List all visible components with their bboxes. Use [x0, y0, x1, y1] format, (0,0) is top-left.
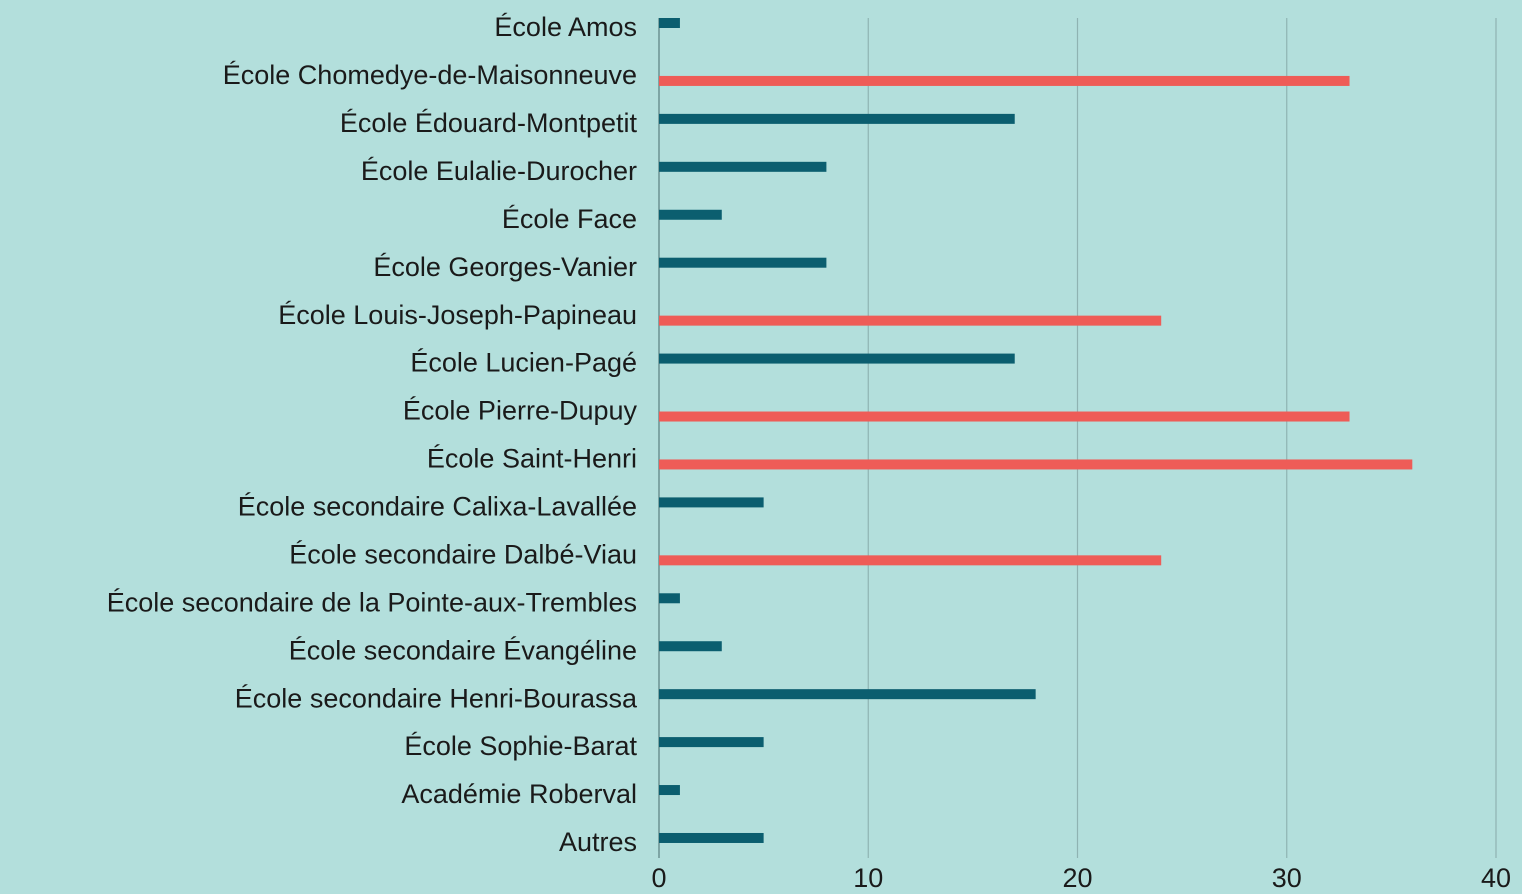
y-tick-label: École Face: [502, 204, 637, 234]
bar: [659, 832, 764, 843]
y-tick-label: École Sophie-Barat: [404, 731, 637, 761]
bar: [659, 209, 722, 220]
y-tick-label: École secondaire Calixa-Lavallée: [238, 492, 637, 522]
y-tick-label: École Eulalie-Durocher: [361, 156, 637, 186]
y-tick-label: École Louis-Joseph-Papineau: [278, 300, 637, 330]
bar: [659, 555, 1162, 566]
y-tick-label: École Saint-Henri: [427, 444, 637, 474]
y-tick-label: École secondaire Henri-Bourassa: [235, 683, 638, 713]
y-tick-label: École secondaire Dalbé-Viau: [289, 539, 637, 569]
y-tick-label: Académie Roberval: [401, 779, 637, 809]
x-tick-label: 0: [651, 863, 666, 893]
bar: [659, 737, 764, 748]
y-tick-label: École Chomedye-de-Maisonneuve: [223, 60, 637, 90]
bar: [659, 641, 722, 652]
y-tick-label: École Lucien-Pagé: [410, 348, 637, 378]
x-tick-label: 30: [1272, 863, 1302, 893]
bar: [659, 353, 1015, 364]
bar: [659, 593, 680, 604]
bar: [659, 315, 1162, 326]
bar: [659, 689, 1036, 700]
y-tick-label: École secondaire de la Pointe-aux-Trembl…: [107, 587, 637, 617]
y-tick-label: Autres: [559, 827, 637, 857]
y-tick-label: École Pierre-Dupuy: [403, 396, 638, 426]
bar: [659, 18, 680, 28]
y-tick-label: École secondaire Évangéline: [289, 635, 637, 665]
bar: [659, 459, 1413, 470]
bar: [659, 75, 1350, 86]
y-tick-label: École Amos: [494, 12, 637, 42]
bar: [659, 411, 1350, 422]
bar: [659, 113, 1015, 124]
bar: [659, 161, 827, 172]
x-tick-label: 40: [1481, 863, 1511, 893]
y-tick-label: École Georges-Vanier: [373, 252, 637, 282]
bar: [659, 497, 764, 508]
bar: [659, 785, 680, 796]
bar: [659, 257, 827, 268]
x-tick-label: 10: [853, 863, 883, 893]
y-tick-label: École Édouard-Montpetit: [340, 108, 638, 138]
x-tick-label: 20: [1062, 863, 1092, 893]
